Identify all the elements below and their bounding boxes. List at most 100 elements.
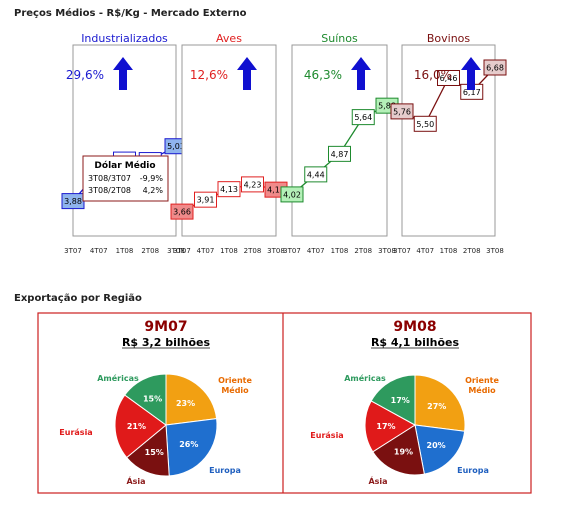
pie-category-label: Eurásia: [310, 431, 343, 440]
x-tick-label: 4T07: [307, 247, 325, 255]
data-point-box: [437, 69, 460, 86]
pie-value-label: 26%: [179, 440, 198, 449]
pie-slice: [165, 418, 218, 477]
data-label: 6,68: [486, 63, 504, 72]
x-tick-label: 2T08: [354, 247, 372, 255]
x-tick-label: 2T08: [244, 247, 262, 255]
x-tick-label: 3T08: [267, 247, 285, 255]
data-label: 3,91: [197, 196, 215, 205]
change-label: 29,6%: [66, 68, 104, 82]
pie-category-label: Europa: [457, 466, 489, 475]
line-chart-3: Bovinos 3T07 4T07 1T08 2T08 3T08 5,76 5,50 6,46 6…: [390, 32, 507, 255]
dollar-row-value: -9,9%: [140, 174, 164, 183]
change-label: 46,3%: [304, 68, 342, 82]
pie-section-frame: [37, 312, 532, 494]
x-tick-label: 3T08: [378, 247, 396, 255]
x-tick-label: 3T07: [283, 247, 301, 255]
data-label: 5,76: [393, 107, 411, 116]
data-label: 4,12: [267, 186, 285, 195]
pie-slice: [370, 374, 416, 426]
data-label: 3,66: [173, 208, 191, 217]
data-point-box: [280, 186, 304, 203]
data-label: 4,23: [244, 180, 262, 189]
x-tick-label: 4T07: [416, 247, 434, 255]
panel-title: Industrializados: [81, 32, 168, 45]
data-label: 4,13: [220, 185, 238, 194]
data-point-box: [413, 115, 437, 132]
pie-category-label: Oriente: [218, 376, 252, 385]
data-label: 6,46: [440, 74, 458, 83]
line-chart-2: Suínos 3T07 4T07 1T08 2T08 3T08 4,02 4,44 4,87 5,…: [280, 32, 399, 255]
up-arrow-icon: [461, 57, 481, 90]
data-label: 5,64: [354, 113, 372, 122]
panel-title: Suínos: [321, 32, 358, 45]
data-label: 5,88: [378, 102, 396, 111]
pie-title: 9M08: [393, 319, 436, 335]
dollar-box: Dólar Médio 3T08/3T07 -9,9% 3T08/2T08 4,2%: [82, 155, 169, 202]
data-point-box: [241, 176, 264, 193]
data-point-box: [351, 109, 375, 126]
data-point-box: [170, 203, 194, 220]
exports-section-title: Exportação por Região: [14, 293, 142, 304]
data-point-box: [194, 191, 217, 208]
x-tick-label: 1T08: [220, 247, 238, 255]
dollar-row-label: 3T08/3T07: [88, 174, 131, 183]
pie-category-label: Ásia: [126, 475, 145, 486]
data-label: 4,87: [331, 150, 349, 159]
pie-slice: [364, 400, 416, 453]
line-chart-1: Aves 3T07 4T07 1T08 2T08 3T08 3,66 3,91 4,13 4,23…: [170, 32, 288, 255]
pie-slice: [414, 424, 466, 475]
pie-category-label: Médio: [468, 385, 496, 395]
pie-slice: [114, 394, 167, 459]
x-tick-label: 1T08: [116, 247, 134, 255]
pie-subtitle: R$ 3,2 bilhões: [122, 336, 211, 349]
up-arrow-icon: [113, 57, 133, 90]
pie-slice: [165, 373, 218, 426]
dollar-box-title: Dólar Médio: [94, 160, 155, 171]
pie-slice: [414, 374, 466, 432]
x-tick-label: 3T08: [167, 247, 185, 255]
pie-section: [37, 312, 532, 494]
pie-value-label: 23%: [176, 399, 195, 408]
pie-value-label: 17%: [376, 422, 395, 431]
plot-frame: [291, 44, 388, 237]
pie-category-label: Américas: [97, 373, 139, 383]
dollar-row-value: 4,2%: [143, 186, 164, 195]
pie-category-label: Américas: [344, 373, 386, 383]
dollar-box-frame: [82, 155, 169, 202]
pie-slice: [372, 424, 425, 476]
data-label: 4,44: [307, 170, 325, 179]
data-point-box: [217, 181, 241, 198]
pie-value-label: 17%: [391, 396, 410, 405]
x-tick-label: 2T08: [141, 247, 159, 255]
up-arrow-icon: [237, 57, 257, 90]
data-label: 5,50: [416, 120, 434, 129]
x-tick-label: 1T08: [331, 247, 349, 255]
x-tick-label: 3T08: [486, 247, 504, 255]
pie-value-label: 21%: [127, 422, 146, 431]
x-tick-label: 2T08: [463, 247, 481, 255]
pie-category-label: Europa: [209, 466, 241, 475]
data-point-box: [390, 103, 414, 120]
data-point-box: [328, 145, 351, 162]
pie-slice: [125, 423, 170, 477]
data-label: 5,03: [167, 142, 185, 151]
data-point-box: [304, 166, 328, 183]
pie-value-label: 20%: [427, 441, 446, 450]
change-label: 12,6%: [190, 68, 228, 82]
change-label: 16,0%: [414, 68, 452, 82]
x-tick-label: 3T07: [64, 247, 82, 255]
x-tick-label: 4T07: [197, 247, 215, 255]
x-tick-label: 4T07: [90, 247, 108, 255]
line-chart-0: Industrializados 3T07 4T07 1T08 2T08 3T08 3,88…: [61, 32, 188, 255]
x-tick-label: 3T07: [173, 247, 191, 255]
pie-subtitle: R$ 4,1 bilhões: [371, 336, 460, 349]
data-label: 3,88: [64, 197, 82, 206]
pie-category-label: Médio: [221, 385, 249, 395]
pie-value-label: 15%: [145, 448, 164, 457]
pie-category-label: Ásia: [368, 475, 387, 486]
panel-title: Aves: [216, 32, 242, 45]
